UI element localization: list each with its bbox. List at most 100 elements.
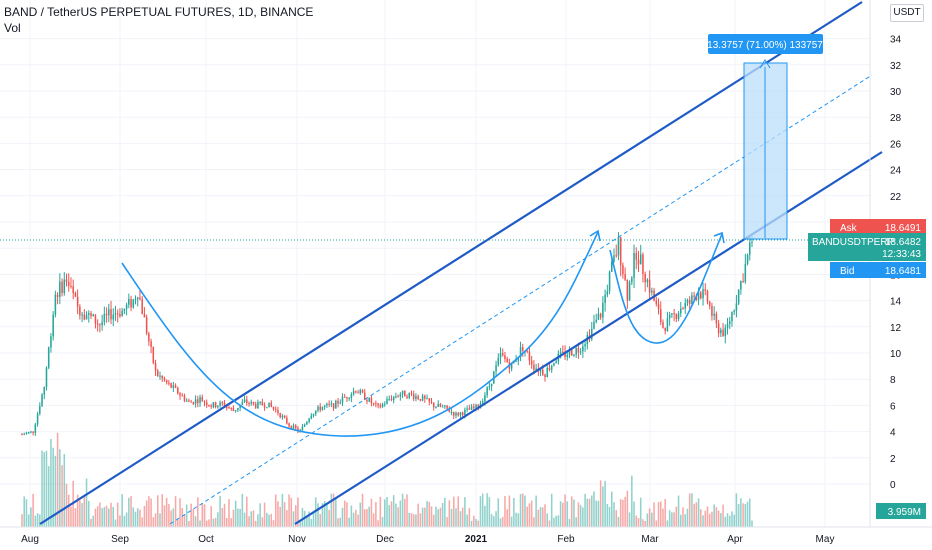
volume-bar <box>328 509 330 527</box>
candle-body <box>90 313 92 317</box>
volume-bar <box>332 493 335 527</box>
candle-body <box>274 408 277 411</box>
volume-bar <box>726 513 729 527</box>
volume-bar <box>377 520 379 527</box>
volume-bar <box>744 503 747 527</box>
symbol-title[interactable]: BAND / TetherUS PERPETUAL FUTURES, 1D, B… <box>4 5 314 19</box>
volume-indicator-label[interactable]: Vol <box>4 21 21 35</box>
candle-body <box>370 397 373 404</box>
candle-body <box>470 406 473 410</box>
candle-body <box>570 349 573 356</box>
volume-bar <box>446 517 448 527</box>
candle-body <box>444 405 446 407</box>
candle-body <box>337 400 339 404</box>
volume-bar <box>81 503 83 527</box>
price-tick: 22 <box>890 192 902 203</box>
candle-body <box>105 313 108 316</box>
volume-bar <box>359 502 362 527</box>
candle-body <box>708 301 711 307</box>
volume-bar <box>637 517 640 527</box>
volume-bar <box>246 496 248 527</box>
volume-bar <box>30 507 32 527</box>
candle-body <box>241 402 244 405</box>
candle-body <box>424 395 426 399</box>
volume-bar <box>702 515 704 527</box>
volume-bar <box>21 514 23 527</box>
volume-bar <box>528 503 531 527</box>
candle-body <box>613 255 615 262</box>
candle-body <box>668 314 671 319</box>
volume-bar <box>194 516 197 527</box>
candle-body <box>731 312 733 322</box>
time-axis[interactable]: Aug Sep Oct Nov Dec 2021 Feb Mar Apr May <box>0 526 932 545</box>
volume-bar <box>428 501 431 527</box>
candle-body <box>172 385 175 388</box>
candle-body <box>717 323 720 334</box>
volume-bar <box>475 519 477 527</box>
volume-bar <box>735 493 738 527</box>
candle-body <box>599 313 602 318</box>
time-tick: Nov <box>288 534 306 545</box>
candle-body <box>36 413 39 425</box>
candle-body <box>217 405 219 408</box>
candle-body <box>751 241 753 243</box>
volume-bar <box>76 494 79 527</box>
volume-bar <box>599 480 602 527</box>
candle-body <box>490 383 493 387</box>
lower-channel-line <box>294 151 883 525</box>
volume-bar <box>266 512 268 527</box>
candle-body <box>132 299 135 308</box>
candle-body <box>579 351 582 353</box>
volume-bar <box>740 498 742 527</box>
volume-bar <box>274 494 277 527</box>
candle-body <box>234 410 237 412</box>
volume-bar <box>257 514 259 527</box>
candle-body <box>559 351 562 354</box>
volume-bar <box>397 507 399 527</box>
volume-bar <box>386 497 388 527</box>
volume-bar <box>651 512 653 527</box>
currency-button[interactable]: USDT <box>890 4 924 22</box>
volume-bar <box>388 505 391 527</box>
candle-body <box>392 396 395 400</box>
volume-bar <box>297 497 299 527</box>
volume-bar <box>553 517 555 527</box>
volume-bar <box>301 507 304 527</box>
price-tick: 0 <box>890 480 896 491</box>
price-tick: 24 <box>890 166 902 177</box>
candle-body <box>397 396 399 398</box>
candle-body <box>254 403 257 408</box>
volume-bar <box>161 494 163 527</box>
volume-bar <box>330 493 333 527</box>
volume-bar <box>27 514 30 527</box>
candle-body <box>515 360 517 362</box>
candle-body <box>695 296 698 300</box>
candle-body <box>230 408 232 410</box>
candle-body <box>637 259 640 265</box>
candle-body <box>390 398 393 400</box>
candle-body <box>617 237 620 256</box>
candle-body <box>92 314 94 317</box>
candle-body <box>41 394 43 407</box>
volume-bar <box>697 498 700 527</box>
volume-bar <box>139 509 141 527</box>
candle-body <box>243 399 246 403</box>
candle-body <box>306 421 308 425</box>
candle-body <box>96 323 99 325</box>
candle-body <box>497 357 500 366</box>
volume-bar <box>279 506 281 527</box>
candle-body <box>501 353 504 356</box>
volume-bar <box>488 497 491 527</box>
price-axis[interactable]: 34323028262422201816141210864203 <box>869 0 902 527</box>
volume-bar <box>401 493 404 527</box>
candle-body <box>410 392 413 395</box>
candle-body <box>499 353 502 358</box>
volume-bar <box>234 500 237 527</box>
volume-bar <box>499 518 502 527</box>
volume-bar <box>241 493 244 527</box>
candle-body <box>303 424 306 427</box>
candle-body <box>79 306 81 316</box>
volume-bar <box>306 516 308 527</box>
price-range-measure[interactable]: 13.3757 (71.00%) 133757 <box>707 34 823 240</box>
